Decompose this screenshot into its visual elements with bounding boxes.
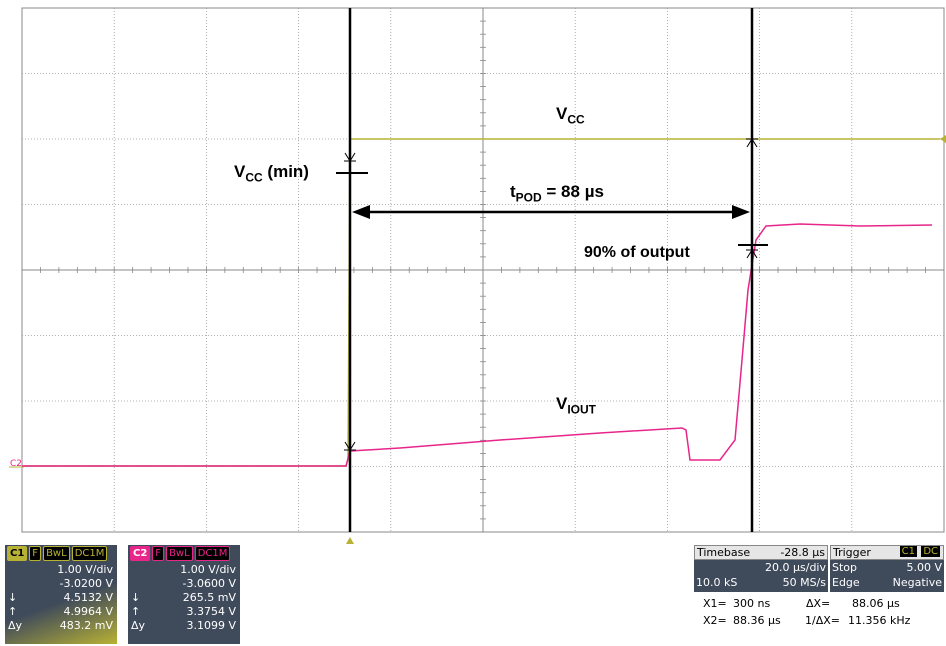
x1-label: X1= bbox=[703, 597, 727, 610]
ch2-trace bbox=[22, 223, 933, 467]
viout-main: V bbox=[556, 394, 568, 413]
ch1-tag-1: BwL bbox=[43, 545, 70, 561]
tpod-label: tPOD = 88 µs bbox=[510, 182, 604, 204]
ch2-ground-marker: C2 bbox=[10, 459, 22, 469]
ch2-dy-value: 3.1099 V bbox=[186, 619, 236, 632]
inv-dx-value: 11.356 kHz bbox=[848, 614, 911, 627]
vcc-min-main: V bbox=[234, 162, 246, 181]
ch1-info-panel[interactable]: C1 F BwL DC1M 1.00 V/div -3.0200 V ↓ 4.5… bbox=[5, 545, 117, 644]
ch2-vdiv: 1.00 V/div bbox=[180, 563, 236, 576]
viout-label: VIOUT bbox=[556, 394, 596, 416]
ch2-up-value: 3.3754 V bbox=[186, 605, 236, 618]
vcc-min-sub: CC bbox=[245, 170, 263, 185]
timebase-samples: 10.0 kS bbox=[696, 576, 738, 589]
ch1-tag-2: DC1M bbox=[71, 545, 108, 561]
dx-label: ΔX= bbox=[806, 597, 831, 610]
tpod-main: t bbox=[510, 182, 516, 201]
ch1-name-tag[interactable]: C1 bbox=[7, 545, 28, 561]
trigger-level: 5.00 V bbox=[906, 561, 942, 574]
timebase-label: Timebase bbox=[697, 546, 751, 559]
ch1-level-marker bbox=[940, 135, 946, 143]
tpod-suffix: = 88 µs bbox=[541, 182, 604, 201]
timebase-per-div: 20.0 µs/div bbox=[765, 561, 826, 574]
ch1-header: C1 F BwL DC1M bbox=[7, 545, 108, 561]
ch2-header: C2 F BwL DC1M bbox=[130, 545, 231, 561]
ch1-up-label: ↑ bbox=[8, 605, 18, 618]
viout-sub: IOUT bbox=[567, 402, 597, 417]
vcc-label-main: V bbox=[556, 104, 568, 123]
vcc-label-sub: CC bbox=[567, 112, 585, 127]
ch2-tag-1: BwL bbox=[166, 545, 193, 561]
ch1-trace bbox=[22, 138, 940, 467]
vcc-label: VCC bbox=[556, 104, 585, 126]
trigger-type: Edge bbox=[832, 576, 860, 589]
tpod-sub: POD bbox=[515, 190, 542, 205]
tpod-double-arrow bbox=[352, 205, 750, 219]
ch2-down-value: 265.5 mV bbox=[182, 591, 236, 604]
ch1-up-value: 4.9964 V bbox=[63, 605, 113, 618]
trigger-mode: Stop bbox=[832, 561, 858, 574]
trigger-position-marker bbox=[346, 537, 354, 544]
ch2-info-panel[interactable]: C2 F BwL DC1M 1.00 V/div -3.0600 V ↓ 265… bbox=[128, 545, 240, 644]
ch1-dy-label: Δy bbox=[8, 619, 23, 632]
ch2-name-tag[interactable]: C2 bbox=[130, 545, 151, 561]
ch2-offset: -3.0600 V bbox=[182, 577, 236, 590]
ch2-tag-0: F bbox=[152, 545, 165, 561]
timebase-value: -28.8 µs bbox=[780, 546, 825, 559]
trigger-slope: Negative bbox=[892, 576, 942, 589]
dx-value: 88.06 µs bbox=[852, 597, 900, 610]
x2-label: X2= bbox=[703, 614, 727, 627]
graticule bbox=[21, 7, 945, 533]
ninety-percent-label: 90% of output bbox=[584, 244, 690, 262]
trigger-panel[interactable]: Trigger C1 DC Stop 5.00 V Edge Negative bbox=[830, 545, 944, 592]
x1-value: 300 ns bbox=[733, 597, 771, 610]
cursor-arrow-icons bbox=[344, 138, 758, 451]
vcc-min-label: VCC (min) bbox=[234, 162, 309, 184]
ch2-down-label: ↓ bbox=[131, 591, 141, 604]
trigger-source: C1 bbox=[899, 546, 917, 557]
ch1-down-label: ↓ bbox=[8, 591, 18, 604]
timebase-header: Timebase -28.8 µs bbox=[694, 545, 828, 560]
trigger-body: Stop 5.00 V Edge Negative bbox=[830, 560, 944, 592]
inv-dx-label: 1/ΔX= bbox=[805, 614, 840, 627]
ch2-tag-2: DC1M bbox=[194, 545, 231, 561]
ch1-dy-value: 483.2 mV bbox=[59, 619, 113, 632]
trigger-coupling: DC bbox=[921, 546, 940, 557]
trigger-label: Trigger bbox=[833, 546, 871, 559]
ch1-vdiv: 1.00 V/div bbox=[57, 563, 113, 576]
timebase-rate: 50 MS/s bbox=[782, 576, 826, 589]
timebase-body: 20.0 µs/div 10.0 kS 50 MS/s bbox=[694, 560, 828, 592]
x2-value: 88.36 µs bbox=[733, 614, 781, 627]
ch2-dy-label: Δy bbox=[131, 619, 146, 632]
timebase-panel[interactable]: Timebase -28.8 µs 20.0 µs/div 10.0 kS 50… bbox=[694, 545, 828, 592]
vcc-min-suffix: (min) bbox=[262, 162, 309, 181]
ch1-tag-0: F bbox=[29, 545, 42, 561]
ninety-percent-text: 90% of output bbox=[584, 244, 690, 261]
ch1-offset: -3.0200 V bbox=[59, 577, 113, 590]
ch1-down-value: 4.5132 V bbox=[63, 591, 113, 604]
trigger-header: Trigger C1 DC bbox=[830, 545, 944, 560]
ch2-up-label: ↑ bbox=[131, 605, 141, 618]
